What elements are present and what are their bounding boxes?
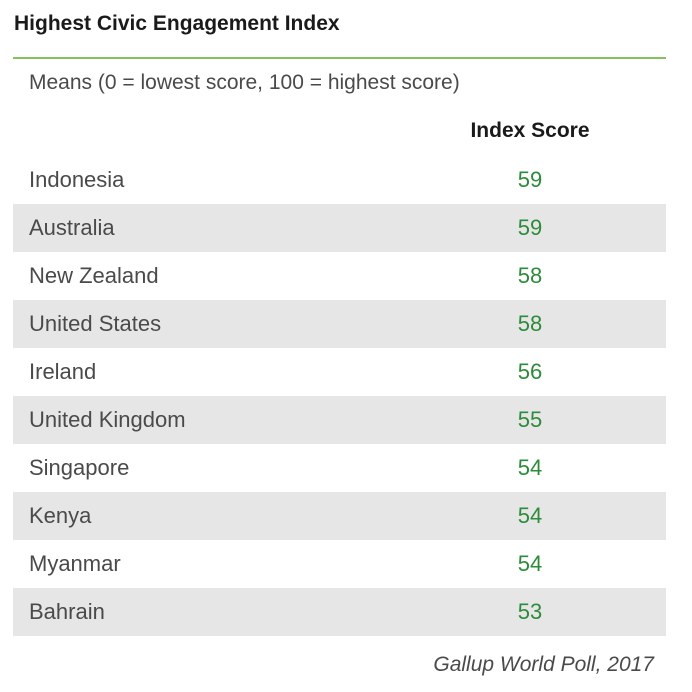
index-score-value: 53 [517, 599, 543, 624]
country-label: Singapore [29, 455, 130, 480]
chart-title: Highest Civic Engagement Index [14, 12, 340, 35]
source-note: Gallup World Poll, 2017 [433, 653, 654, 676]
index-score-value: 59 [517, 167, 543, 192]
table-row: Australia 59 [13, 204, 666, 252]
country-label: Kenya [29, 503, 92, 528]
country-label: Australia [29, 215, 115, 240]
index-score-value: 54 [517, 503, 543, 528]
index-score-value: 59 [517, 215, 543, 240]
country-label: Indonesia [29, 167, 125, 192]
index-score-value: 58 [517, 263, 543, 288]
country-label: Myanmar [29, 551, 121, 576]
country-label: New Zealand [29, 263, 159, 288]
chart-subtitle: Means (0 = lowest score, 100 = highest s… [29, 71, 460, 94]
index-score-value: 56 [517, 359, 543, 384]
table-row: Kenya 54 [13, 492, 666, 540]
index-score-column-header: Index Score [470, 119, 590, 142]
ranking-table: Indonesia 59 Australia 59 New Zealand 58 Unite… [13, 156, 666, 636]
table-row: Ireland 56 [13, 348, 666, 396]
table-row: United States 58 [13, 300, 666, 348]
index-score-value: 54 [517, 455, 543, 480]
country-label: United States [29, 311, 162, 336]
table-row: Singapore 54 [13, 444, 666, 492]
title-divider [13, 57, 666, 59]
country-label: United Kingdom [29, 407, 186, 432]
index-score-value: 55 [517, 407, 543, 432]
table-row: New Zealand 58 [13, 252, 666, 300]
table-row: Myanmar 54 [13, 540, 666, 588]
table-row: Indonesia 59 [13, 156, 666, 204]
index-score-value: 54 [517, 551, 543, 576]
table-row: Bahrain 53 [13, 588, 666, 636]
country-label: Bahrain [29, 599, 105, 624]
table-row: United Kingdom 55 [13, 396, 666, 444]
country-label: Ireland [29, 359, 97, 384]
index-score-value: 58 [517, 311, 543, 336]
